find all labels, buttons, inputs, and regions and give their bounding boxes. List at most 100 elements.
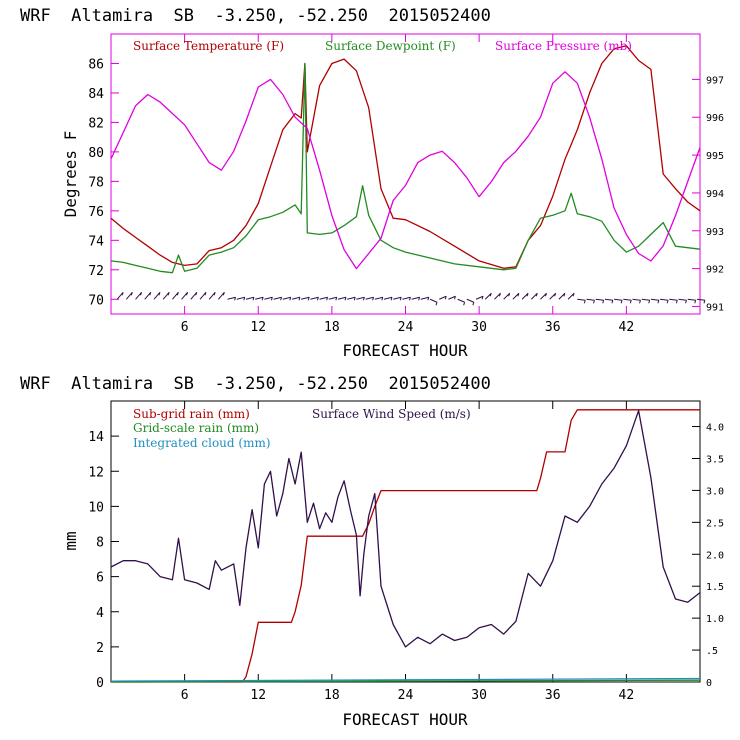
wind-barb-flag bbox=[481, 296, 484, 300]
wind-barb bbox=[494, 292, 501, 300]
wind-barb bbox=[457, 298, 465, 303]
wind-barb bbox=[319, 296, 328, 300]
top-x-tick-label: 24 bbox=[398, 320, 414, 335]
wind-barb bbox=[475, 295, 484, 300]
wind-barb bbox=[291, 296, 301, 300]
wind-barb bbox=[411, 296, 420, 300]
wind-barb-flag bbox=[243, 297, 246, 301]
top-y2-tick-label: 997 bbox=[706, 75, 724, 86]
wind-barb-flag bbox=[195, 292, 198, 296]
wind-barb bbox=[383, 296, 393, 300]
top-y2-tick-label: 993 bbox=[706, 227, 724, 238]
wind-barb-flag bbox=[307, 297, 310, 301]
wind-barb-flag bbox=[234, 297, 237, 301]
wind-barb bbox=[153, 291, 161, 300]
wind-barb bbox=[641, 298, 650, 301]
bottom-x-tick-label: 6 bbox=[181, 688, 189, 703]
wind-barb bbox=[347, 296, 356, 300]
top-x-tick-label: 30 bbox=[471, 320, 487, 335]
bottom-y2-tick-label: .5 bbox=[706, 646, 718, 657]
wind-barb bbox=[199, 291, 207, 300]
bottom-y2-tick-label: 1.0 bbox=[706, 614, 724, 625]
top-x-tick-label: 36 bbox=[545, 320, 561, 335]
wind-barb-flag bbox=[563, 293, 566, 297]
top-y-tick-label: 70 bbox=[88, 293, 104, 308]
wind-barb-flag bbox=[545, 293, 547, 297]
top-y-tick-label: 78 bbox=[88, 175, 104, 190]
wind-barb-flag bbox=[620, 300, 623, 304]
bottom-y-tick-label: 12 bbox=[88, 465, 104, 480]
wind-barb-flag bbox=[381, 297, 384, 301]
wind-barb bbox=[116, 291, 124, 300]
wind-barb bbox=[420, 296, 429, 300]
wind-barb bbox=[402, 296, 411, 300]
wind-barb-flag bbox=[289, 297, 292, 301]
bottom-y-tick-label: 10 bbox=[88, 500, 104, 515]
wind-barb-flag bbox=[298, 297, 301, 301]
wind-barb-flag bbox=[685, 300, 688, 304]
top-y-tick-label: 86 bbox=[88, 57, 104, 72]
wind-barb bbox=[650, 298, 659, 301]
wind-barb-flag bbox=[444, 296, 447, 300]
bottom-x-tick-label: 18 bbox=[324, 688, 340, 703]
wind-barb-flag bbox=[703, 300, 706, 304]
top-line-surface-dewpoint-f bbox=[110, 62, 701, 274]
wind-barb bbox=[577, 298, 586, 301]
wind-barb-flag bbox=[316, 297, 319, 301]
top-y-tick-label: 72 bbox=[88, 264, 104, 279]
wind-barb bbox=[190, 291, 198, 300]
bottom-y2-tick-label: 2.5 bbox=[706, 518, 724, 529]
wind-barb-flag bbox=[666, 300, 669, 304]
wind-barb-flag bbox=[149, 292, 152, 296]
top-series bbox=[110, 45, 706, 306]
wind-barb-flag bbox=[602, 300, 605, 304]
legend-surface-dewpoint: Surface Dewpoint (F) bbox=[325, 39, 456, 53]
bottom-y-tick-label: 8 bbox=[96, 536, 104, 551]
bottom-x-tick-label: 12 bbox=[250, 688, 266, 703]
precipitation-panel: WRF Altamira SB -3.250, -52.250 20150524… bbox=[20, 374, 724, 729]
bottom-y2-tick-label: 3.5 bbox=[706, 454, 724, 465]
wind-barb bbox=[660, 298, 669, 301]
wind-barb bbox=[162, 291, 170, 300]
wind-barb-flag bbox=[353, 297, 356, 301]
top-y2-tick-label: 995 bbox=[706, 151, 724, 162]
bottom-y-tick-label: 6 bbox=[96, 571, 104, 586]
wind-barb-flag bbox=[583, 300, 586, 304]
wind-barb-flag bbox=[344, 297, 347, 301]
wind-barb-flag bbox=[418, 297, 421, 301]
wind-barb-flag bbox=[390, 297, 393, 301]
legend-surface-wind-speed: Surface Wind Speed (m/s) bbox=[312, 407, 471, 421]
wind-barb-flag bbox=[252, 297, 255, 301]
wind-barb-flag bbox=[498, 293, 501, 297]
wind-barb bbox=[484, 292, 492, 300]
wind-barb-flag bbox=[489, 293, 492, 297]
wind-barb bbox=[393, 296, 402, 300]
wind-barb bbox=[328, 296, 337, 300]
wind-barb-flag bbox=[186, 292, 189, 296]
legend-integrated-cloud: Integrated cloud (mm) bbox=[133, 436, 271, 450]
legend-surface-temperature: Surface Temperature (F) bbox=[133, 39, 284, 53]
wind-barb bbox=[264, 296, 273, 300]
top-y2-tick-label: 996 bbox=[706, 113, 724, 124]
wind-barb bbox=[217, 291, 225, 300]
bottom-y-axis-label: mm bbox=[61, 531, 80, 550]
wind-barb bbox=[558, 292, 566, 300]
wind-barb-flag bbox=[648, 300, 651, 304]
bottom-y2-tick-label: 2.0 bbox=[706, 550, 724, 561]
top-x-axis-label: FORECAST HOUR bbox=[342, 341, 468, 360]
wind-barb bbox=[448, 295, 456, 300]
wind-barb bbox=[521, 292, 529, 300]
wind-barb-flag bbox=[611, 300, 614, 304]
wind-barb-flag bbox=[280, 297, 283, 301]
bottom-x-tick-label: 24 bbox=[398, 688, 414, 703]
wind-barb bbox=[567, 292, 575, 300]
wind-barb-flag bbox=[213, 292, 216, 296]
wind-barb-flag bbox=[639, 300, 641, 304]
bottom-x-tick-label: 42 bbox=[619, 688, 635, 703]
bottom-legend: Sub-grid rain (mm) Grid-scale rain (mm) … bbox=[133, 407, 471, 450]
bottom-y2-tick-label: 0 bbox=[706, 678, 712, 689]
bottom-axes-ticks: 6 12 18 24 30 36 42024681012140.51.01.52.02.53… bbox=[88, 401, 724, 703]
top-chart-title: WRF Altamira SB -3.250, -52.250 20150524… bbox=[20, 6, 491, 26]
bottom-line-sub-grid-rain-mm bbox=[111, 409, 700, 683]
